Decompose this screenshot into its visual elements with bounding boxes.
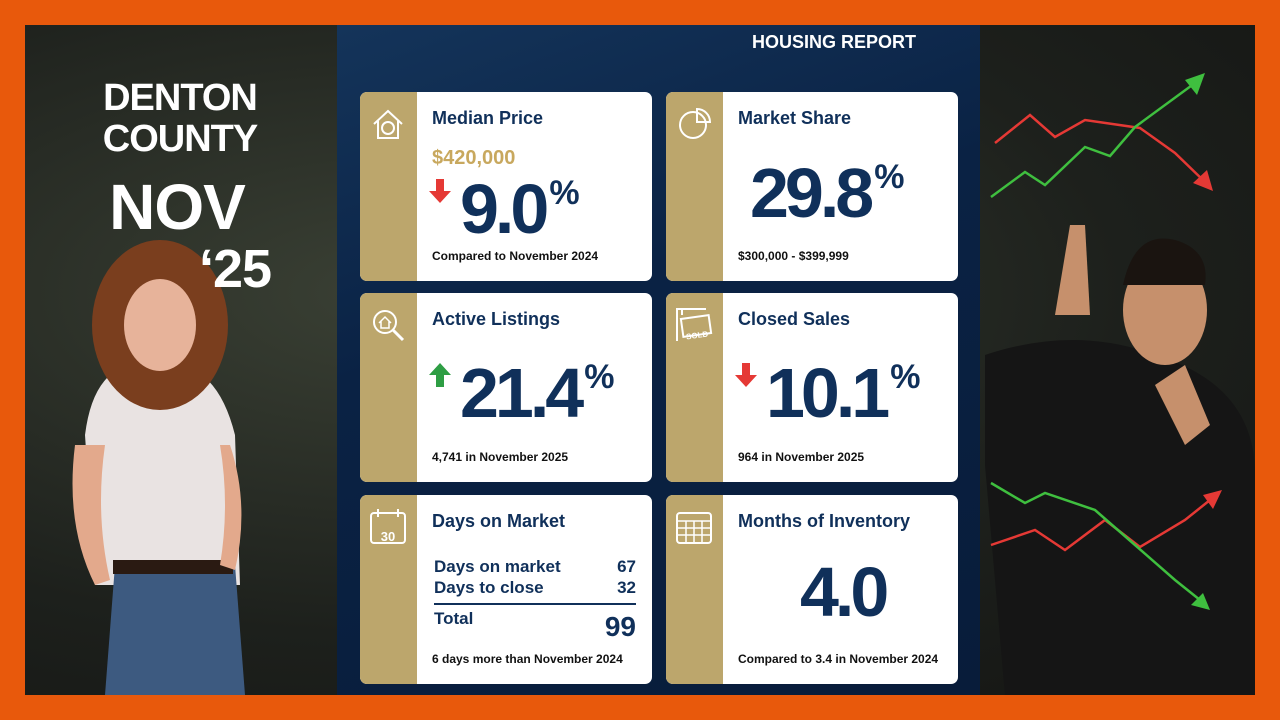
number: 29.8	[750, 154, 874, 232]
table-rule	[434, 603, 636, 605]
table-total: Total 99	[434, 609, 636, 643]
big-number: 9.0%	[460, 174, 580, 244]
trend-arrow	[734, 362, 758, 388]
year: ‘25	[198, 239, 272, 299]
person-right	[985, 225, 1255, 695]
card-icon: 30	[368, 507, 408, 547]
unit: %	[549, 174, 580, 212]
card-title: Market Share	[738, 108, 852, 128]
stat-card: Market Share 29.8% $300,000 - $399,999	[666, 92, 958, 281]
icon	[370, 509, 406, 544]
card-note: Compared to November 2024	[432, 249, 599, 263]
big-number: 29.8%	[750, 158, 904, 228]
card-icon	[368, 104, 408, 144]
icon	[373, 310, 405, 342]
card-strip	[666, 92, 723, 281]
stat-card: Active Listings 21.4% 4,741 in November 20…	[360, 293, 652, 482]
place-line: DENTON	[103, 77, 258, 119]
card-icon	[674, 104, 714, 144]
arrow	[429, 363, 451, 387]
row-value: 67	[617, 557, 636, 576]
number: 10.1	[766, 354, 890, 432]
report-panel: HOUSING REPORT Median Price $420,000 9.0% C…	[337, 25, 980, 695]
row-label: Days on market	[434, 557, 561, 576]
card-title: Active Listings	[432, 309, 561, 329]
icon	[373, 109, 403, 139]
card-icon	[674, 507, 714, 547]
unit: %	[584, 358, 615, 396]
card-title: Months of Inventory	[738, 511, 910, 531]
card-note: $300,000 - $399,999	[738, 249, 849, 263]
number: 21.4	[460, 354, 584, 432]
icon	[679, 107, 712, 139]
trend-arrow	[428, 178, 452, 204]
table-row: Days to close 32	[434, 578, 636, 598]
card-icon	[368, 305, 408, 345]
card-strip: 30	[360, 495, 417, 684]
card-note: 964 in November 2025	[738, 450, 865, 464]
number: 4.0	[800, 553, 889, 631]
card-title: Days on Market	[432, 511, 566, 531]
arrow	[735, 363, 757, 387]
card-note: 4,741 in November 2025	[432, 450, 569, 464]
icon	[676, 512, 712, 544]
month: NOV	[109, 171, 246, 243]
card-title: Median Price	[432, 108, 544, 128]
place-line: COUNTY	[102, 118, 258, 160]
card-strip: SOLD	[666, 293, 723, 482]
table-row: Days on market 67	[434, 557, 636, 577]
decor	[72, 73, 1255, 695]
unit: %	[874, 158, 905, 196]
stat-card: 30 Days on Market Days on market 67 Days to …	[360, 495, 652, 684]
card-note: Compared to 3.4 in November 2024	[738, 652, 939, 666]
card-strip	[666, 495, 723, 684]
big-number: 21.4%	[460, 358, 614, 428]
stat-card: SOLD Closed Sales 10.1% 964 in November 202…	[666, 293, 958, 482]
trend-arrow	[428, 362, 452, 388]
card-strip	[360, 92, 417, 281]
row-label: Days to close	[434, 578, 544, 597]
report-heading: HOUSING REPORT	[752, 32, 917, 52]
person-left	[72, 240, 245, 695]
arrow	[429, 179, 451, 203]
card-icon: SOLD	[674, 305, 714, 345]
unit: %	[890, 358, 921, 396]
price: $420,000	[432, 147, 516, 169]
big-number: 4.0	[800, 553, 889, 631]
card-strip	[360, 293, 417, 482]
card-note: 6 days more than November 2024	[432, 652, 623, 666]
total-value: 99	[604, 611, 636, 642]
number: 9.0	[460, 170, 549, 248]
row-value: 32	[617, 578, 636, 597]
total-label: Total	[434, 609, 474, 628]
card-title: Closed Sales	[738, 309, 851, 329]
icon-text: 30	[380, 529, 396, 544]
icon	[676, 308, 713, 341]
big-number: 10.1%	[766, 358, 920, 428]
stat-card: Months of Inventory 4.0 Compared to 3.4 in…	[666, 495, 958, 684]
stat-card: Median Price $420,000 9.0% Compared to Nove…	[360, 92, 652, 281]
